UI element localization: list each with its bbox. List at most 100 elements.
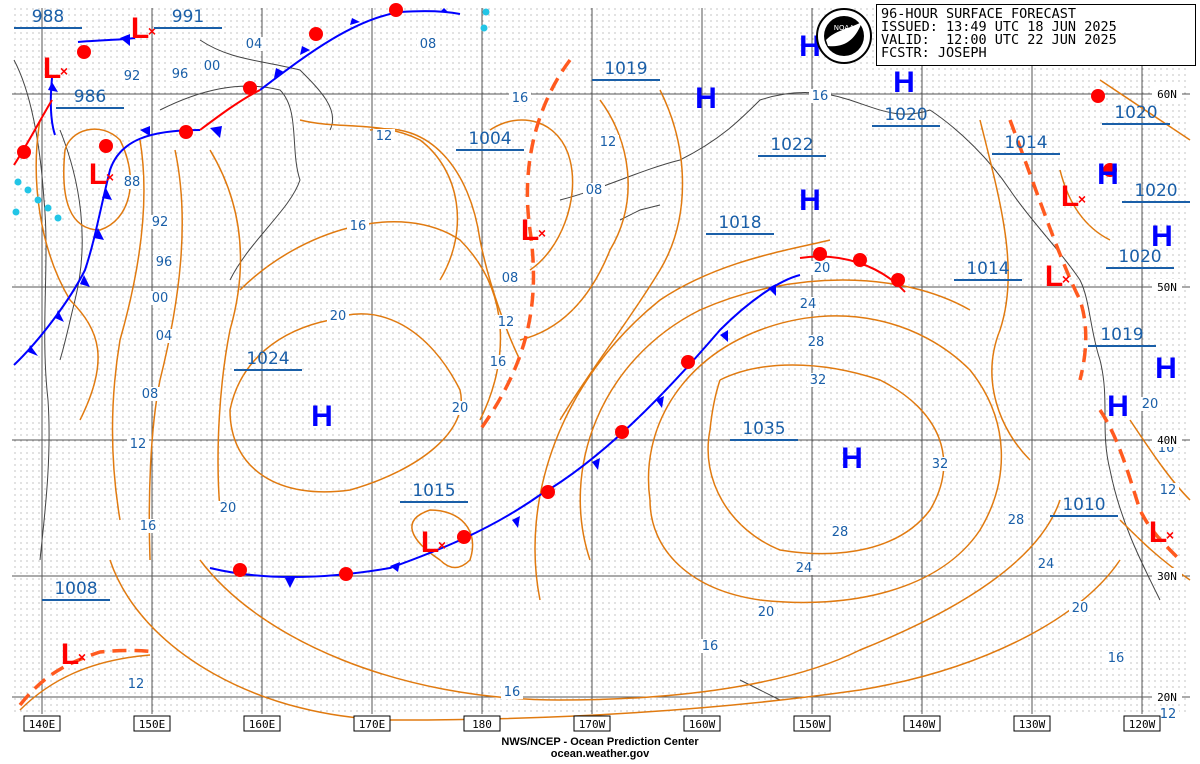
pressure-value: 1015 <box>412 481 455 501</box>
pressure-value: 986 <box>74 87 106 107</box>
low-pressure-center: L× 1010 <box>1050 495 1174 549</box>
high-pressure-center: H 1018 <box>311 213 774 433</box>
pressure-value: 1018 <box>718 213 761 233</box>
isobar-label: 28 <box>808 335 825 350</box>
pressure-value: 1019 <box>1100 325 1143 345</box>
isobar-label: 12 <box>1160 707 1177 722</box>
isobar-label-bg <box>1069 601 1091 615</box>
isobar-label: 28 <box>832 525 849 540</box>
isobar-label: 08 <box>420 37 437 52</box>
latitude-label-box <box>1152 689 1182 704</box>
isobar-label: 00 <box>204 59 221 74</box>
isobar-label-bg <box>347 219 369 233</box>
longitude-label: 140W <box>909 718 936 731</box>
isobar-label-bg <box>125 677 147 691</box>
isobar-label: 12 <box>498 315 515 330</box>
longitude-label: 160W <box>689 718 716 731</box>
pressure-value: 988 <box>32 7 64 27</box>
high-symbol: H <box>1097 158 1119 191</box>
longitude-label: 150E <box>139 718 166 731</box>
isobar-label: 00 <box>152 291 169 306</box>
isobar-label-bg <box>137 519 159 533</box>
high-pressure-center: H 1035 <box>730 390 1129 441</box>
pressure-value: 1014 <box>1004 133 1047 153</box>
isobar-label: 20 <box>758 605 775 620</box>
low-pressure-center: L× 1004 <box>456 129 546 247</box>
front-symbols <box>12 3 1117 588</box>
isobar-label: 04 <box>156 329 173 344</box>
pressure-value: 1020 <box>884 105 927 125</box>
isobar-label-bg <box>449 401 471 415</box>
isobar-label: 20 <box>452 401 469 416</box>
latitude-labels: 60N 50N 40N 30N 20N <box>1152 86 1182 704</box>
high-symbol: H <box>799 30 821 63</box>
low-symbol: L <box>1149 516 1167 549</box>
isobar-label: 08 <box>142 387 159 402</box>
high-pressure-center: H 1020 <box>1106 247 1177 385</box>
latitude-label: 60N <box>1157 88 1177 101</box>
low-x-mark: × <box>538 225 546 241</box>
isobar-label-bg <box>201 59 223 73</box>
isobar-label: 08 <box>502 271 519 286</box>
graticule <box>12 8 1190 714</box>
pressure-value: 1008 <box>54 579 97 599</box>
high-symbol: H <box>1151 220 1173 253</box>
isobar-label-bg <box>1105 651 1127 665</box>
longitude-label-box <box>243 715 281 732</box>
latitude-label-box <box>1152 279 1182 294</box>
longitude-label: 130W <box>1019 718 1046 731</box>
latitude-label-box <box>1152 568 1182 583</box>
isobar-label: 16 <box>1108 651 1125 666</box>
isobar-label-bg <box>499 271 521 285</box>
isobar-label-bg <box>597 135 619 149</box>
isobar-label: 16 <box>140 519 157 534</box>
high-symbol: H <box>893 66 915 99</box>
pressure-value: 1020 <box>1134 181 1177 201</box>
longitude-label-box <box>573 715 611 732</box>
isobar-label-bg <box>1005 513 1027 527</box>
isobar-label: 12 <box>600 135 617 150</box>
isobar-label: 12 <box>1160 483 1177 498</box>
isobar-label-bg <box>417 37 439 51</box>
longitude-label-box <box>23 715 61 732</box>
high-pressure-center: H 1020 <box>1122 181 1190 253</box>
isobar-label-bg <box>1157 483 1179 497</box>
footer: NWS/NCEP - Ocean Prediction Center ocean… <box>0 736 1200 760</box>
isobar-label: 32 <box>810 373 827 388</box>
longitude-label: 170E <box>359 718 386 731</box>
isobar-label-bg <box>149 215 171 229</box>
low-pressure-center: L× 986 <box>56 87 124 191</box>
isobar-label-bg <box>805 335 827 349</box>
longitude-label-box <box>793 715 831 732</box>
isobar-label-bg <box>153 255 175 269</box>
isobar-label: 20 <box>1142 397 1159 412</box>
low-pressure-center: L× 1008 <box>42 579 110 671</box>
isobar-label: 24 <box>796 561 813 576</box>
low-pressure-center: L× 988 <box>14 7 82 85</box>
high-symbol: H <box>1107 390 1129 423</box>
low-pressure-center: L× 1014 <box>954 259 1070 293</box>
low-x-mark: × <box>78 649 86 665</box>
high-pressure-center: H 1020 <box>872 66 940 127</box>
isobar-label: 12 <box>130 437 147 452</box>
isobar-label: 16 <box>504 685 521 700</box>
low-symbol: L <box>421 526 439 559</box>
high-symbol: H <box>841 442 863 475</box>
longitude-label: 140E <box>29 718 56 731</box>
isobar-labels: 92 96 00 04 08 88 92 96 00 04 08 12 16 20 12 16 20 16 12 08… <box>121 37 1179 722</box>
isobar-label: 24 <box>1038 557 1055 572</box>
isobar-label-bg <box>243 37 265 51</box>
longitude-label: 160E <box>249 718 276 731</box>
pressure-value: 1035 <box>742 419 785 439</box>
header-issued: ISSUED: 13:49 UTC 18 JUN 2025 <box>881 19 1117 35</box>
longitude-label-box <box>683 715 721 732</box>
isobar-label-bg <box>793 561 815 575</box>
high-symbol: H <box>799 184 821 217</box>
isobar-label: 28 <box>1008 513 1025 528</box>
isobar-label: 96 <box>172 67 189 82</box>
pressure-value: 991 <box>172 7 204 27</box>
low-x-mark: × <box>438 537 446 553</box>
isobar-label: 88 <box>124 175 141 190</box>
isobar-label: 16 <box>702 639 719 654</box>
